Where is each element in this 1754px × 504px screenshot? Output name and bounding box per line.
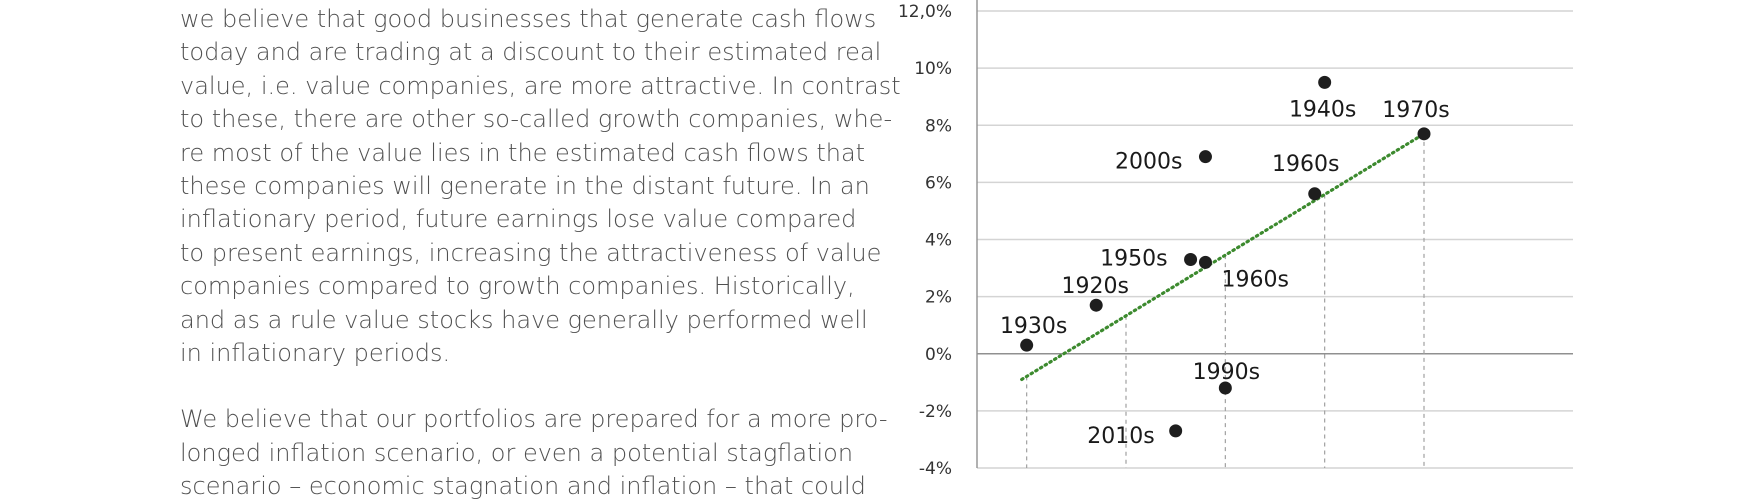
data-point xyxy=(1184,252,1198,266)
y-tick-label: 0% xyxy=(925,345,952,365)
data-point xyxy=(1218,381,1232,395)
text-line: longed inflation scenario, or even a pot… xyxy=(180,438,854,467)
y-tick-label: -2% xyxy=(919,402,952,422)
text-line: inflationary period, future earnings los… xyxy=(180,205,857,234)
data-point xyxy=(1198,150,1212,164)
text-line: to present earnings, increasing the attr… xyxy=(180,238,882,267)
text-line: value, i.e. value companies, are more at… xyxy=(180,71,901,100)
y-tick-label: 2% xyxy=(925,288,952,308)
data-point xyxy=(1020,338,1034,352)
data-point xyxy=(1318,75,1332,89)
text-line: to these, there are other so-called grow… xyxy=(180,105,893,134)
data-point xyxy=(1417,127,1431,141)
data-label: 1960s xyxy=(1221,267,1288,292)
y-tick-label: 4% xyxy=(925,231,952,251)
y-tick-label: -4% xyxy=(919,459,952,479)
text-line: we believe that good businesses that gen… xyxy=(180,5,877,33)
data-label: 1940s xyxy=(1289,97,1356,122)
text-line: today and are trading at a discount to t… xyxy=(180,38,882,67)
y-tick-label: 10% xyxy=(914,59,952,79)
text-line: these companies will generate in the dis… xyxy=(180,172,870,201)
y-tick-label: 8% xyxy=(925,116,952,136)
data-label: 1960s xyxy=(1272,152,1339,177)
y-tick-label: 6% xyxy=(925,173,952,193)
data-label: 1920s xyxy=(1061,274,1128,299)
body-text: we believe that good businesses that gen… xyxy=(180,3,901,504)
data-label: 1990s xyxy=(1193,360,1260,385)
text-line: and as a rule value stocks have generall… xyxy=(180,305,868,334)
data-label: 1930s xyxy=(1000,314,1067,339)
data-label: 2000s xyxy=(1115,150,1182,175)
data-point xyxy=(1308,187,1322,201)
data-label: 1950s xyxy=(1100,246,1167,271)
text-line: We believe that our portfolios are prepa… xyxy=(180,405,888,434)
data-point xyxy=(1169,424,1183,438)
paragraph-1: we believe that good businesses that gen… xyxy=(180,3,901,370)
data-point xyxy=(1198,255,1212,269)
y-tick-label: 12,0% xyxy=(898,2,952,22)
text-line: companies compared to growth companies. … xyxy=(180,272,855,301)
data-point xyxy=(1089,298,1103,312)
data-label: 2010s xyxy=(1087,424,1154,449)
text-line: re most of the value lies in the estimat… xyxy=(180,138,866,167)
data-label: 1970s xyxy=(1382,98,1449,123)
trendline xyxy=(1020,132,1426,382)
text-line: in inflationary periods. xyxy=(180,339,451,368)
scatter-chart: -4% -2% 0% 2% 4% 6% 8% 10% 12,0% 1930s 1920s 1950s 1… xyxy=(898,0,1573,479)
